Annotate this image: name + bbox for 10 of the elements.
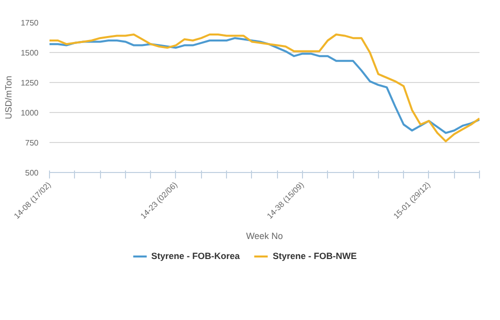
x-axis-title: Week No [246,230,283,241]
y-tick-label: 750 [25,138,40,148]
y-tick-label: 1750 [20,18,40,28]
y-tick-label: 500 [25,168,40,178]
y-tick-label: 1250 [20,78,40,88]
y-axis-title: USD/mTon [4,76,14,120]
y-tick-label: 1500 [20,48,40,58]
legend-label: Styrene - FOB-Korea [151,251,240,261]
legend-label: Styrene - FOB-NWE [272,251,357,261]
y-tick-label: 1000 [20,108,40,118]
